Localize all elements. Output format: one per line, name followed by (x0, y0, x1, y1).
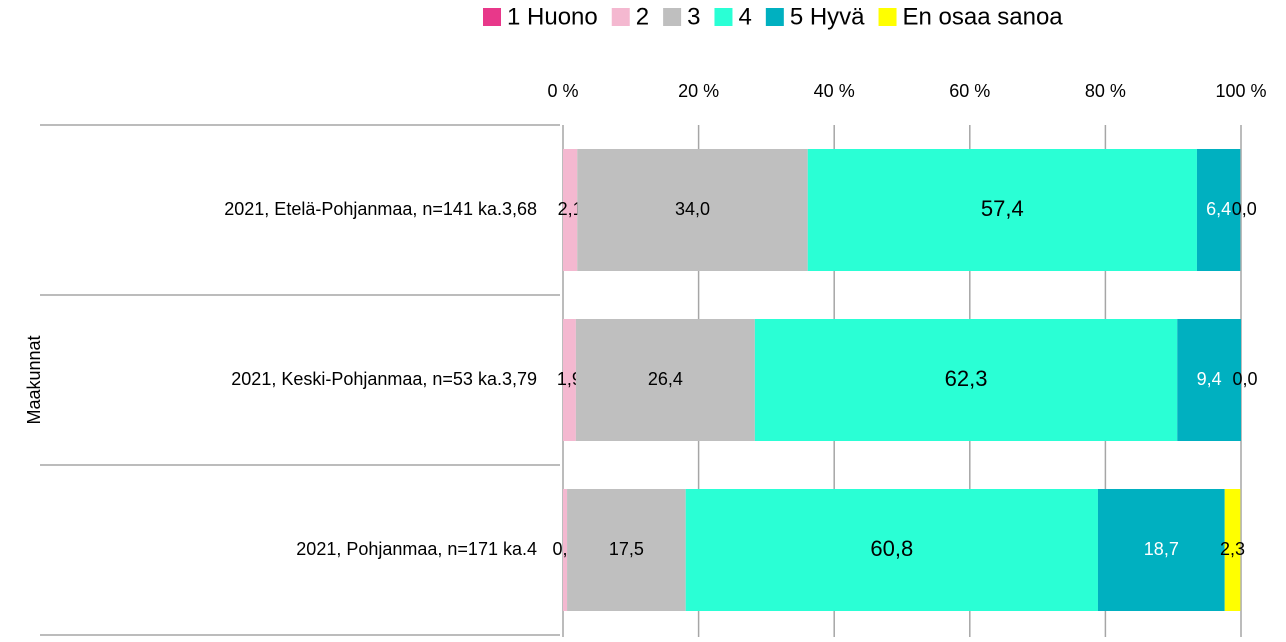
bar-segment (1177, 319, 1241, 441)
legend-label: 2 (636, 3, 649, 30)
legend-swatch (663, 8, 682, 26)
data-label: 17,5 (609, 539, 644, 559)
data-label: 60,8 (870, 536, 913, 561)
bar-segment (807, 149, 1197, 271)
legend-label: 1 Huono (507, 3, 598, 30)
data-label: 2,1 (558, 199, 583, 219)
x-tick-label: 40 % (814, 81, 855, 101)
data-label: 0,0 (1232, 369, 1257, 389)
bar-segment (575, 319, 755, 441)
bar-segment (563, 149, 578, 271)
bar-segment (1196, 149, 1241, 271)
legend-label: 5 Hyvä (790, 3, 865, 30)
x-tick-label: 60 % (949, 81, 990, 101)
y-tick-label: 2021, Keski-Pohjanmaa, n=53 ka.3,79 (231, 369, 537, 389)
y-tick-label: 2021, Pohjanmaa, n=171 ka.4 (296, 539, 537, 559)
bar-segment (754, 319, 1178, 441)
x-tick-label: 20 % (678, 81, 719, 101)
y-tick-label: 2021, Etelä-Pohjanmaa, n=141 ka.3,68 (224, 199, 537, 219)
data-label: 34,0 (675, 199, 710, 219)
legend-swatch (714, 8, 733, 26)
bar-segment (577, 149, 808, 271)
bar-segment (563, 489, 568, 611)
legend-label: En osaa sanoa (903, 3, 1064, 30)
bar-segment (563, 319, 576, 441)
y-axis-label: Maakunnat (24, 335, 44, 424)
bar-segment (1097, 489, 1225, 611)
legend-label: 4 (738, 3, 751, 30)
bar-segment (1224, 489, 1241, 611)
data-label: 6,4 (1206, 199, 1231, 219)
data-label: 0,0 (1232, 199, 1257, 219)
data-label: 18,7 (1144, 539, 1179, 559)
x-tick-label: 100 % (1215, 81, 1266, 101)
legend-swatch (483, 8, 501, 26)
data-label: 2,3 (1220, 539, 1245, 559)
data-label: 62,3 (945, 366, 988, 391)
legend-swatch (878, 8, 897, 26)
legend-swatch (611, 8, 630, 26)
x-tick-label: 80 % (1085, 81, 1126, 101)
x-tick-label: 0 % (547, 81, 578, 101)
bar-segment (685, 489, 1098, 611)
data-label: 26,4 (648, 369, 683, 389)
data-label: 57,4 (981, 196, 1024, 221)
legend-label: 3 (687, 3, 700, 30)
bar-segment (567, 489, 686, 611)
data-label: 9,4 (1197, 369, 1222, 389)
data-label: 1,9 (557, 369, 582, 389)
legend-swatch (765, 8, 784, 26)
